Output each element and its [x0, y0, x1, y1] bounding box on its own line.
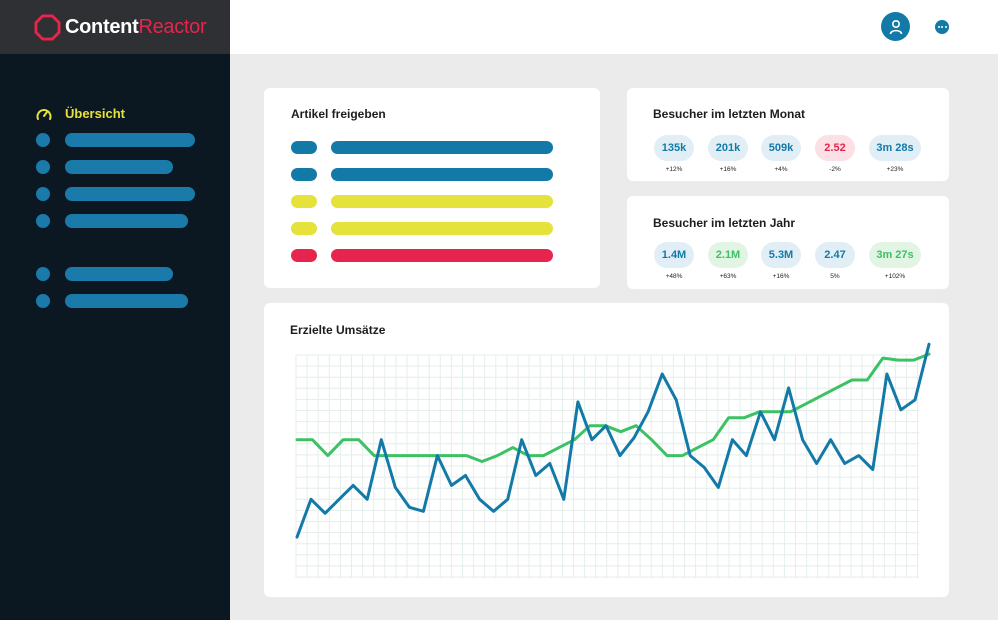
- stat-change: -2%: [829, 166, 841, 173]
- stat-value: 2.1M: [708, 242, 748, 268]
- logo-text-content: Content: [65, 15, 139, 38]
- sidebar: Übersicht: [0, 54, 230, 620]
- stat-change: 5%: [830, 273, 840, 280]
- stat-value: 2.47: [815, 242, 855, 268]
- article-title-placeholder: [331, 222, 553, 235]
- article-status-pill: [291, 249, 317, 262]
- sidebar-item-overview[interactable]: Übersicht: [36, 106, 125, 121]
- nav-dot: [36, 133, 50, 147]
- more-horizontal-icon[interactable]: [935, 20, 949, 34]
- stat-item: 135k +12%: [654, 135, 694, 173]
- stat-change: +102%: [884, 273, 906, 280]
- article-status-pill: [291, 141, 317, 154]
- article-title-placeholder: [331, 249, 553, 262]
- nav-dot: [36, 214, 50, 228]
- stat-item: 509k +4%: [761, 135, 801, 173]
- visitors-year-card: Besucher im letzten Jahr 1.4M +48% 2.1M +63…: [627, 196, 949, 289]
- avatar[interactable]: [881, 12, 910, 41]
- nav-dot: [36, 160, 50, 174]
- stat-value: 2.52: [815, 135, 855, 161]
- nav-label-placeholder: [65, 187, 195, 201]
- logo[interactable]: ContentReactor: [0, 0, 230, 54]
- stat-value: 5.3M: [761, 242, 801, 268]
- nav-dot: [36, 267, 50, 281]
- article-title-placeholder: [331, 168, 553, 181]
- visitors-month-card: Besucher im letzten Monat 135k +12% 201k +1…: [627, 88, 949, 181]
- top-bar: [230, 0, 998, 54]
- nav-label-placeholder: [65, 267, 173, 281]
- sidebar-item-label: Übersicht: [65, 106, 125, 121]
- stat-value: 3m 27s: [869, 242, 921, 268]
- stat-item: 3m 27s +102%: [869, 242, 921, 280]
- stat-value: 135k: [654, 135, 694, 161]
- logo-text-reactor: Reactor: [138, 15, 207, 38]
- nav-label-placeholder: [65, 133, 195, 147]
- stat-value: 1.4M: [654, 242, 694, 268]
- stat-change: +4%: [774, 166, 788, 173]
- stat-item: 201k +16%: [708, 135, 748, 173]
- stat-change: +16%: [772, 273, 790, 280]
- logo-mark-icon: [34, 13, 61, 41]
- stat-change: +12%: [665, 166, 683, 173]
- stat-item: 5.3M +16%: [761, 242, 801, 280]
- stat-value: 509k: [761, 135, 801, 161]
- card-title: Erzielte Umsätze: [290, 323, 386, 337]
- article-status-pill: [291, 195, 317, 208]
- stat-item: 2.1M +63%: [708, 242, 748, 280]
- series-line-1: [295, 352, 931, 463]
- stat-item: 2.52 -2%: [815, 135, 855, 173]
- article-title-placeholder: [331, 141, 553, 154]
- stat-change: +16%: [719, 166, 737, 173]
- stat-item: 3m 28s +23%: [869, 135, 921, 173]
- series-line-2: [295, 342, 931, 539]
- stat-change: +63%: [719, 273, 737, 280]
- card-title: Artikel freigeben: [291, 107, 386, 121]
- revenue-chart-card: Erzielte Umsätze: [264, 303, 949, 597]
- articles-card: Artikel freigeben: [264, 88, 600, 288]
- article-status-pill: [291, 222, 317, 235]
- stat-change: +23%: [886, 166, 904, 173]
- nav-dot: [36, 187, 50, 201]
- user-icon: [889, 19, 902, 34]
- nav-label-placeholder: [65, 214, 188, 228]
- revenue-chart: [295, 342, 931, 578]
- stat-change: +48%: [665, 273, 683, 280]
- article-title-placeholder: [331, 195, 553, 208]
- nav-label-placeholder: [65, 294, 188, 308]
- speedometer-icon: [36, 108, 52, 120]
- stat-item: 1.4M +48%: [654, 242, 694, 280]
- nav-dot: [36, 294, 50, 308]
- nav-label-placeholder: [65, 160, 173, 174]
- card-title: Besucher im letzten Jahr: [653, 216, 796, 230]
- logo-text: ContentReactor: [65, 15, 207, 39]
- card-title: Besucher im letzten Monat: [653, 107, 806, 121]
- stat-item: 2.47 5%: [815, 242, 855, 280]
- stat-value: 3m 28s: [869, 135, 921, 161]
- stat-value: 201k: [708, 135, 748, 161]
- article-status-pill: [291, 168, 317, 181]
